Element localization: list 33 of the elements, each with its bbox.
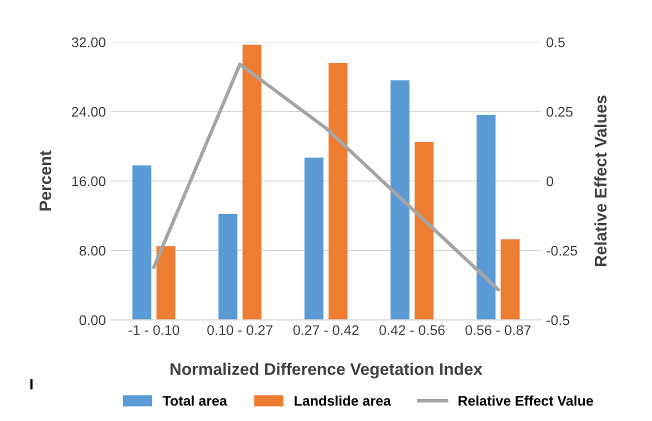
- y-tick-label: 24.00: [72, 106, 106, 117]
- y2-tick-label: 0.5: [546, 37, 565, 48]
- y2-tick-label: -0.5: [546, 315, 570, 326]
- bar: [156, 246, 176, 320]
- bar: [328, 62, 348, 320]
- y-axis-title: Percent: [40, 150, 52, 210]
- y2-axis-title: Relative Effect Values: [594, 96, 607, 266]
- x-tick-label: -1 - 0.10: [128, 325, 180, 336]
- y2-tick-label: -0.25: [546, 246, 578, 256]
- bar: [414, 142, 434, 320]
- legend-label: Total area: [162, 396, 228, 406]
- x-axis-title: Normalized Difference Vegetation Index: [170, 362, 482, 378]
- x-tick-label: 0.56 - 0.87: [465, 325, 531, 336]
- y-tick-label: 16.00: [72, 176, 106, 186]
- bar: [242, 44, 262, 320]
- y2-tick-label: 0: [546, 176, 554, 186]
- x-tick-label: 0.42 - 0.56: [379, 325, 445, 336]
- y-tick-label: 32.00: [72, 37, 106, 48]
- bar: [132, 165, 152, 320]
- bar: [304, 158, 324, 320]
- line-series: [152, 62, 500, 292]
- y-tick-label: 0.00: [79, 315, 106, 326]
- y-tick-label: 8.00: [80, 246, 106, 256]
- bar: [500, 239, 520, 320]
- x-tick-label: 0.27 - 0.42: [293, 325, 359, 336]
- bar: [476, 115, 496, 320]
- bar: [218, 214, 238, 320]
- legend-label: Landslide area: [294, 396, 392, 406]
- y2-tick-label: 0.25: [546, 106, 572, 117]
- legend-label: Relative Effect Value: [458, 396, 594, 406]
- x-tick-label: 0.10 - 0.27: [207, 325, 272, 336]
- text: I: [30, 378, 33, 390]
- bar: [390, 80, 410, 320]
